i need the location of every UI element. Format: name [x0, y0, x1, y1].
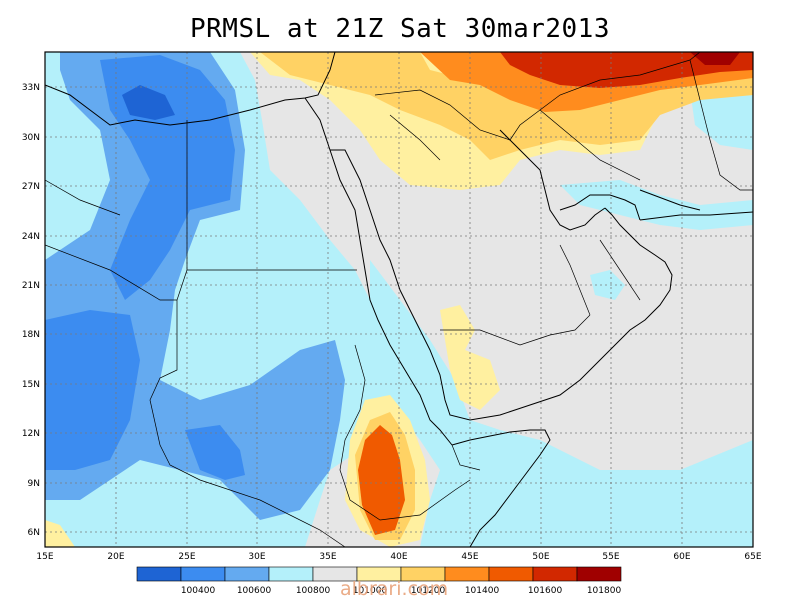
legend-swatch: [444, 566, 490, 582]
lon-label: 65E: [744, 552, 761, 562]
contour-darkblue: [122, 85, 175, 120]
contour-deepblue-west: [45, 310, 140, 470]
lat-label: 30N: [22, 133, 40, 143]
lon-label: 20E: [107, 552, 124, 562]
lon-labels: 15E 20E 25E 30E 35E 40E 45E 50E 55E 60E …: [36, 552, 761, 562]
legend-label: 101200: [411, 586, 446, 596]
lon-label: 55E: [602, 552, 619, 562]
legend-swatch: [180, 566, 226, 582]
lat-labels: 33N 30N 27N 24N 21N 18N 15N 12N 9N 6N: [22, 83, 40, 538]
lon-label: 50E: [532, 552, 549, 562]
legend-label: 101400: [465, 586, 500, 596]
contour-red-north: [500, 52, 753, 88]
lat-label: 33N: [22, 83, 40, 93]
legend-swatch: [136, 566, 182, 582]
contour-deepblue-south: [185, 425, 245, 480]
legend-label: 101800: [587, 586, 622, 596]
lon-label: 30E: [248, 552, 265, 562]
legend-label: 100600: [237, 586, 272, 596]
lat-label: 21N: [22, 281, 40, 291]
contour-deepblue-north: [100, 55, 235, 300]
lat-label: 24N: [22, 232, 40, 242]
contour-cyan-east: [560, 180, 753, 230]
legend-swatch: [488, 566, 534, 582]
contour-cyan-ne: [690, 85, 753, 150]
lat-label: 6N: [28, 528, 40, 538]
lon-label: 45E: [461, 552, 478, 562]
map-title: PRMSL at 21Z Sat 30mar2013: [190, 14, 610, 44]
pressure-field: [45, 52, 753, 547]
lat-label: 27N: [22, 182, 40, 192]
coastlines: [45, 52, 753, 547]
lon-label: 15E: [36, 552, 53, 562]
lat-label: 15N: [22, 380, 40, 390]
contour-darkorange-ethiopia: [358, 425, 405, 535]
gridlines: [45, 52, 753, 547]
legend-label: 101600: [528, 586, 563, 596]
lat-label: 9N: [28, 479, 40, 489]
lon-label: 25E: [178, 552, 195, 562]
legend-swatch: [576, 566, 622, 582]
legend-swatch: [268, 566, 314, 582]
lon-label: 60E: [673, 552, 690, 562]
legend-label: 100400: [181, 586, 216, 596]
legend-swatch: [224, 566, 270, 582]
lon-label: 40E: [390, 552, 407, 562]
watermark-text: albrari.com: [340, 578, 449, 600]
borders: [45, 52, 753, 547]
contour-darkred-north: [690, 52, 740, 65]
map-frame: [44, 51, 754, 548]
legend-labels: 100400 100600 100800 101000 101200 101400 1016…: [181, 586, 622, 596]
contour-cyan-redsea: [370, 260, 753, 547]
legend-colorbar: [136, 566, 622, 582]
contour-yellow-sw: [45, 520, 75, 547]
lat-label: 12N: [22, 429, 40, 439]
legend-label: 100800: [296, 586, 331, 596]
contour-cyan-spot: [590, 270, 625, 300]
legend-label: 101000: [353, 586, 388, 596]
lon-label: 35E: [319, 552, 336, 562]
legend-swatch: [532, 566, 578, 582]
lat-label: 18N: [22, 330, 40, 340]
